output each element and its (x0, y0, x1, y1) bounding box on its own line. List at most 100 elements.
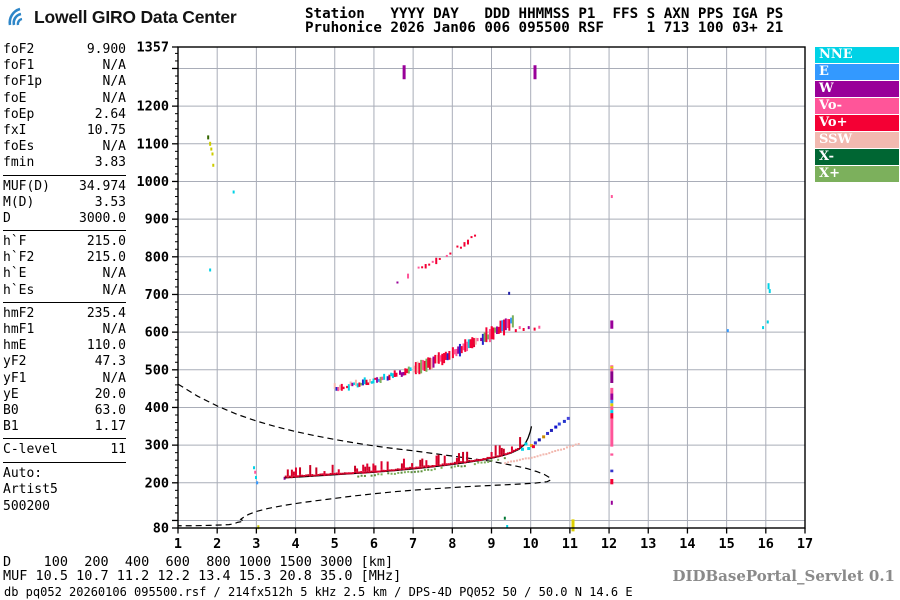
svg-text:3: 3 (252, 536, 260, 552)
panel-divider (3, 230, 126, 232)
param-row-hE: h`E N/A (3, 266, 126, 282)
param-row-foF1: foF1 N/A (3, 58, 126, 74)
param-label: h`Es (3, 282, 35, 298)
giro-logo-icon (8, 7, 23, 26)
svg-text:900: 900 (145, 212, 169, 228)
giro-brand-link[interactable]: Lowell GIRO Data Center (6, 6, 237, 28)
param-value: 10.75 (86, 122, 126, 138)
param-value: 63.0 (94, 402, 126, 418)
param-row-yE: yE 20.0 (3, 387, 126, 403)
param-label: hmF1 (3, 322, 35, 337)
svg-text:1100: 1100 (136, 136, 169, 152)
legend-item-X: X- (815, 149, 899, 165)
svg-text:1200: 1200 (136, 99, 169, 115)
param-label: foF1p (3, 74, 43, 90)
svg-text:12: 12 (601, 536, 617, 552)
param-value: N/A (102, 266, 126, 282)
param-label: M(D) (3, 194, 35, 210)
param-row-hmF2: hmF2 235.4 (3, 306, 126, 322)
svg-text:1: 1 (174, 536, 182, 552)
param-row-fmin: fmin 3.83 (3, 155, 126, 171)
svg-text:800: 800 (145, 249, 169, 265)
param-row-foE: foE N/A (3, 91, 126, 107)
param-row-foF2: foF2 9.900 (3, 42, 126, 58)
param-row-B1: B1 1.17 (3, 419, 126, 435)
param-value: 47.3 (94, 354, 126, 370)
param-label: foF2 (3, 42, 35, 57)
param-value: 235.4 (86, 305, 126, 321)
auto-scaler-line: Artist5 (3, 482, 58, 497)
param-row-fxI: fxI 10.75 (3, 123, 126, 139)
svg-text:11: 11 (562, 536, 578, 552)
svg-text:10: 10 (523, 536, 539, 552)
svg-text:700: 700 (145, 287, 169, 303)
param-label: MUF(D) (3, 178, 50, 194)
svg-text:16: 16 (758, 536, 774, 552)
param-value: 3.83 (94, 155, 126, 171)
param-row-MD: M(D) 3.53 (3, 195, 126, 211)
muf-row: MUF 10.5 10.7 11.2 12.2 13.4 15.3 20.8 3… (3, 568, 402, 584)
param-value: 215.0 (86, 234, 126, 250)
param-row-yF2: yF2 47.3 (3, 354, 126, 370)
svg-text:14: 14 (679, 536, 695, 552)
param-row-hF2: h`F2 215.0 (3, 250, 126, 266)
param-value: 9.900 (86, 42, 126, 57)
param-label: foEp (3, 106, 35, 122)
svg-text:13: 13 (640, 536, 656, 552)
direction-legend: NNE E W Vo- Vo+ SSW X- X+ (815, 47, 899, 183)
legend-item-X: X+ (815, 166, 899, 182)
param-label: foF1 (3, 58, 35, 74)
svg-text:15: 15 (718, 536, 734, 552)
param-value: N/A (102, 322, 126, 337)
station-header-values: Pruhonice 2026 Jan06 006 095500 RSF 1 71… (305, 20, 784, 36)
param-row-foF1p: foF1p N/A (3, 74, 126, 90)
svg-text:17: 17 (797, 536, 813, 552)
param-value: 110.0 (86, 338, 126, 354)
param-label: foEs (3, 139, 35, 155)
panel-divider (3, 461, 126, 463)
panel-divider (3, 438, 126, 440)
param-value: N/A (102, 370, 126, 386)
param-value: N/A (102, 58, 126, 74)
parameter-panel: foF2 9.900 foF1 N/A foF1p N/A foE N/A foEp 2.64 fx… (3, 42, 126, 515)
brand-title: Lowell GIRO Data Center (34, 6, 237, 27)
param-value: 2.64 (94, 106, 126, 122)
svg-text:4: 4 (291, 536, 299, 552)
svg-text:7: 7 (409, 536, 417, 552)
param-row-MUFD: MUF(D) 34.974 (3, 179, 126, 195)
param-row-hmF1: hmF1 N/A (3, 322, 126, 338)
svg-text:500: 500 (145, 362, 169, 378)
param-row-yF1: yF1 N/A (3, 371, 126, 387)
svg-text:8: 8 (448, 536, 456, 552)
legend-item-Vo: Vo- (815, 98, 899, 114)
param-value: 1.17 (94, 419, 126, 435)
param-label: C-level (3, 442, 58, 458)
svg-text:2: 2 (213, 536, 221, 552)
svg-text:1357: 1357 (136, 40, 169, 56)
param-value: N/A (102, 90, 126, 106)
legend-item-Vo: Vo+ (815, 115, 899, 131)
param-label: hmE (3, 338, 27, 354)
param-label: B0 (3, 402, 19, 418)
param-value: N/A (102, 139, 126, 155)
svg-text:1000: 1000 (136, 174, 169, 190)
param-row-foEs: foEs N/A (3, 139, 126, 155)
legend-item-E: E (815, 64, 899, 80)
param-value: N/A (102, 74, 126, 90)
status-line: db pq052 20260106 095500.rsf / 214fx512h… (4, 585, 633, 599)
param-value: 3000.0 (79, 210, 126, 226)
auto-label: Auto: (3, 465, 43, 481)
param-value: 3.53 (94, 194, 126, 210)
param-row-Clevel: C-level 11 (3, 442, 126, 458)
auto-scaler-line: 500200 (3, 498, 50, 514)
param-label: hmF2 (3, 305, 35, 321)
svg-text:6: 6 (370, 536, 378, 552)
param-label: B1 (3, 419, 19, 435)
svg-text:5: 5 (331, 536, 339, 552)
param-label: yF2 (3, 354, 27, 370)
svg-text:9: 9 (487, 536, 495, 552)
param-row-hEs: h`Es N/A (3, 283, 126, 299)
param-row-hmE: hmE 110.0 (3, 338, 126, 354)
param-value: 20.0 (94, 386, 126, 402)
